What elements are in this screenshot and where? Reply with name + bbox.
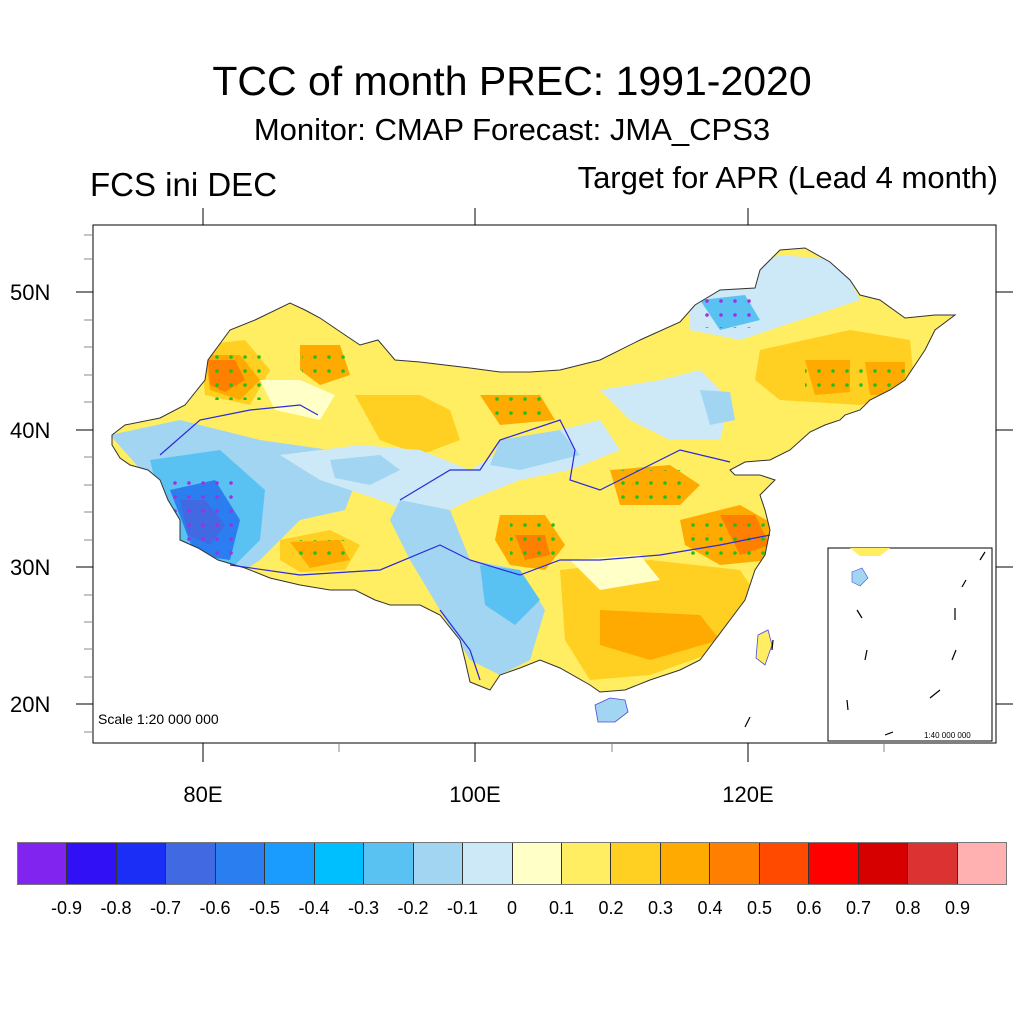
stipple-yellow-river <box>615 470 690 505</box>
colorbar-box <box>957 843 1007 884</box>
inset-nine-dash-line <box>744 551 986 736</box>
colorbar-box <box>116 843 167 884</box>
colorbar-box <box>364 843 414 884</box>
colorbar-box <box>265 843 315 884</box>
stipple-yangtze <box>685 515 770 565</box>
y-tick-label: 40N <box>10 418 51 443</box>
colorbar-box <box>166 843 216 884</box>
field-hebei-blue <box>700 390 735 425</box>
y-axis-minor-ticks <box>84 234 93 733</box>
colorbar-box <box>413 843 464 884</box>
colorbar-box <box>512 843 562 884</box>
chart-subtitle: Monitor: CMAP Forecast: JMA_CPS3 <box>253 112 771 147</box>
colorbar-label: 0 <box>506 898 518 918</box>
colorbar-label: -0.3 <box>347 898 380 918</box>
colorbar-label: 0.8 <box>895 898 921 918</box>
y-tick-label: 20N <box>10 692 51 717</box>
plot-frame <box>92 224 997 744</box>
colorbar-label: 0.5 <box>746 898 773 918</box>
field-north-china-blue <box>600 370 730 440</box>
colorbar-label: 0.3 <box>647 898 674 918</box>
colorbar-label: 0.2 <box>598 898 624 918</box>
colorbar-label: 0.7 <box>845 898 872 918</box>
y-axis-ticks <box>76 291 1013 705</box>
colorbar-label: 0.4 <box>697 898 723 918</box>
colorbar-box <box>858 843 909 884</box>
colorbar-box <box>18 843 68 884</box>
colorbar-box <box>710 843 760 884</box>
colorbar-label: -0.9 <box>50 898 83 918</box>
y-tick-label: 30N <box>10 555 51 580</box>
river-yangtze <box>229 534 771 576</box>
stipple-hulunbuir <box>700 298 755 328</box>
x-tick-label: 80E <box>183 782 223 807</box>
colorbar-label: 0.6 <box>796 898 822 918</box>
x-axis-ticks <box>202 208 749 762</box>
colorbar-box <box>463 843 513 884</box>
colorbar-label: -0.8 <box>100 898 132 918</box>
target-label: Target for APR (Lead 4 month) <box>577 160 998 195</box>
stipple-tibet-central <box>293 540 353 565</box>
stipple-n-xinjiang <box>302 345 347 380</box>
china-border <box>111 247 957 693</box>
colorbar-label: -0.6 <box>199 898 231 918</box>
y-tick-label: 50N <box>10 280 51 305</box>
inset-scale-label: 1:40 000 000 <box>924 731 971 740</box>
field-central-yellow <box>355 395 460 455</box>
field-gansu-blue <box>490 430 580 470</box>
field-qinghai-blue <box>330 455 400 485</box>
stipple-gansu-north <box>485 397 545 417</box>
stipple-nw-xinjiang <box>205 355 270 400</box>
field-south-china-mid <box>600 610 720 660</box>
colorbar-label: -0.1 <box>446 898 479 918</box>
init-label: FCS ini DEC <box>90 166 278 203</box>
inset-coast <box>850 548 890 556</box>
taiwan-island <box>755 629 773 666</box>
river-yellow <box>399 419 731 501</box>
colorbar-box <box>314 843 365 884</box>
colorbar-label: -0.4 <box>298 898 330 918</box>
chart-title: TCC of month PREC: 1991-2020 <box>212 58 812 104</box>
colorbar-label: -0.2 <box>397 898 429 918</box>
river-tarim <box>159 404 319 456</box>
field-xinjiang-light <box>260 380 335 420</box>
colorbar-box <box>660 843 711 884</box>
field-sichuan-west-core <box>480 565 540 625</box>
inset-hainan <box>851 567 869 587</box>
colorbar-box <box>215 843 266 884</box>
hainan-island <box>594 697 629 723</box>
stipple-sichuan <box>510 520 555 560</box>
scale-label: Scale 1:20 000 000 <box>98 711 219 727</box>
colorbar-box <box>611 843 661 884</box>
colorbar-box <box>908 843 958 884</box>
colorbar-label: 0.9 <box>944 898 971 918</box>
colorbar-box <box>67 843 117 884</box>
x-axis-minor-ticks <box>338 743 885 752</box>
colorbar-box <box>809 843 859 884</box>
stipple-northeast <box>805 360 905 395</box>
river-mekong <box>439 609 481 681</box>
colorbar-label: -0.5 <box>248 898 281 918</box>
colorbar-box <box>759 843 810 884</box>
field-hunan-light <box>570 555 660 590</box>
colorbar-box <box>561 843 612 884</box>
x-tick-label: 120E <box>722 782 774 807</box>
x-tick-label: 100E <box>449 782 501 807</box>
field-sichuan-west-blue <box>390 500 545 675</box>
colorbar-label: -0.7 <box>149 898 182 918</box>
colorbar-label: 0.1 <box>548 898 575 918</box>
colorbar <box>17 842 1007 885</box>
